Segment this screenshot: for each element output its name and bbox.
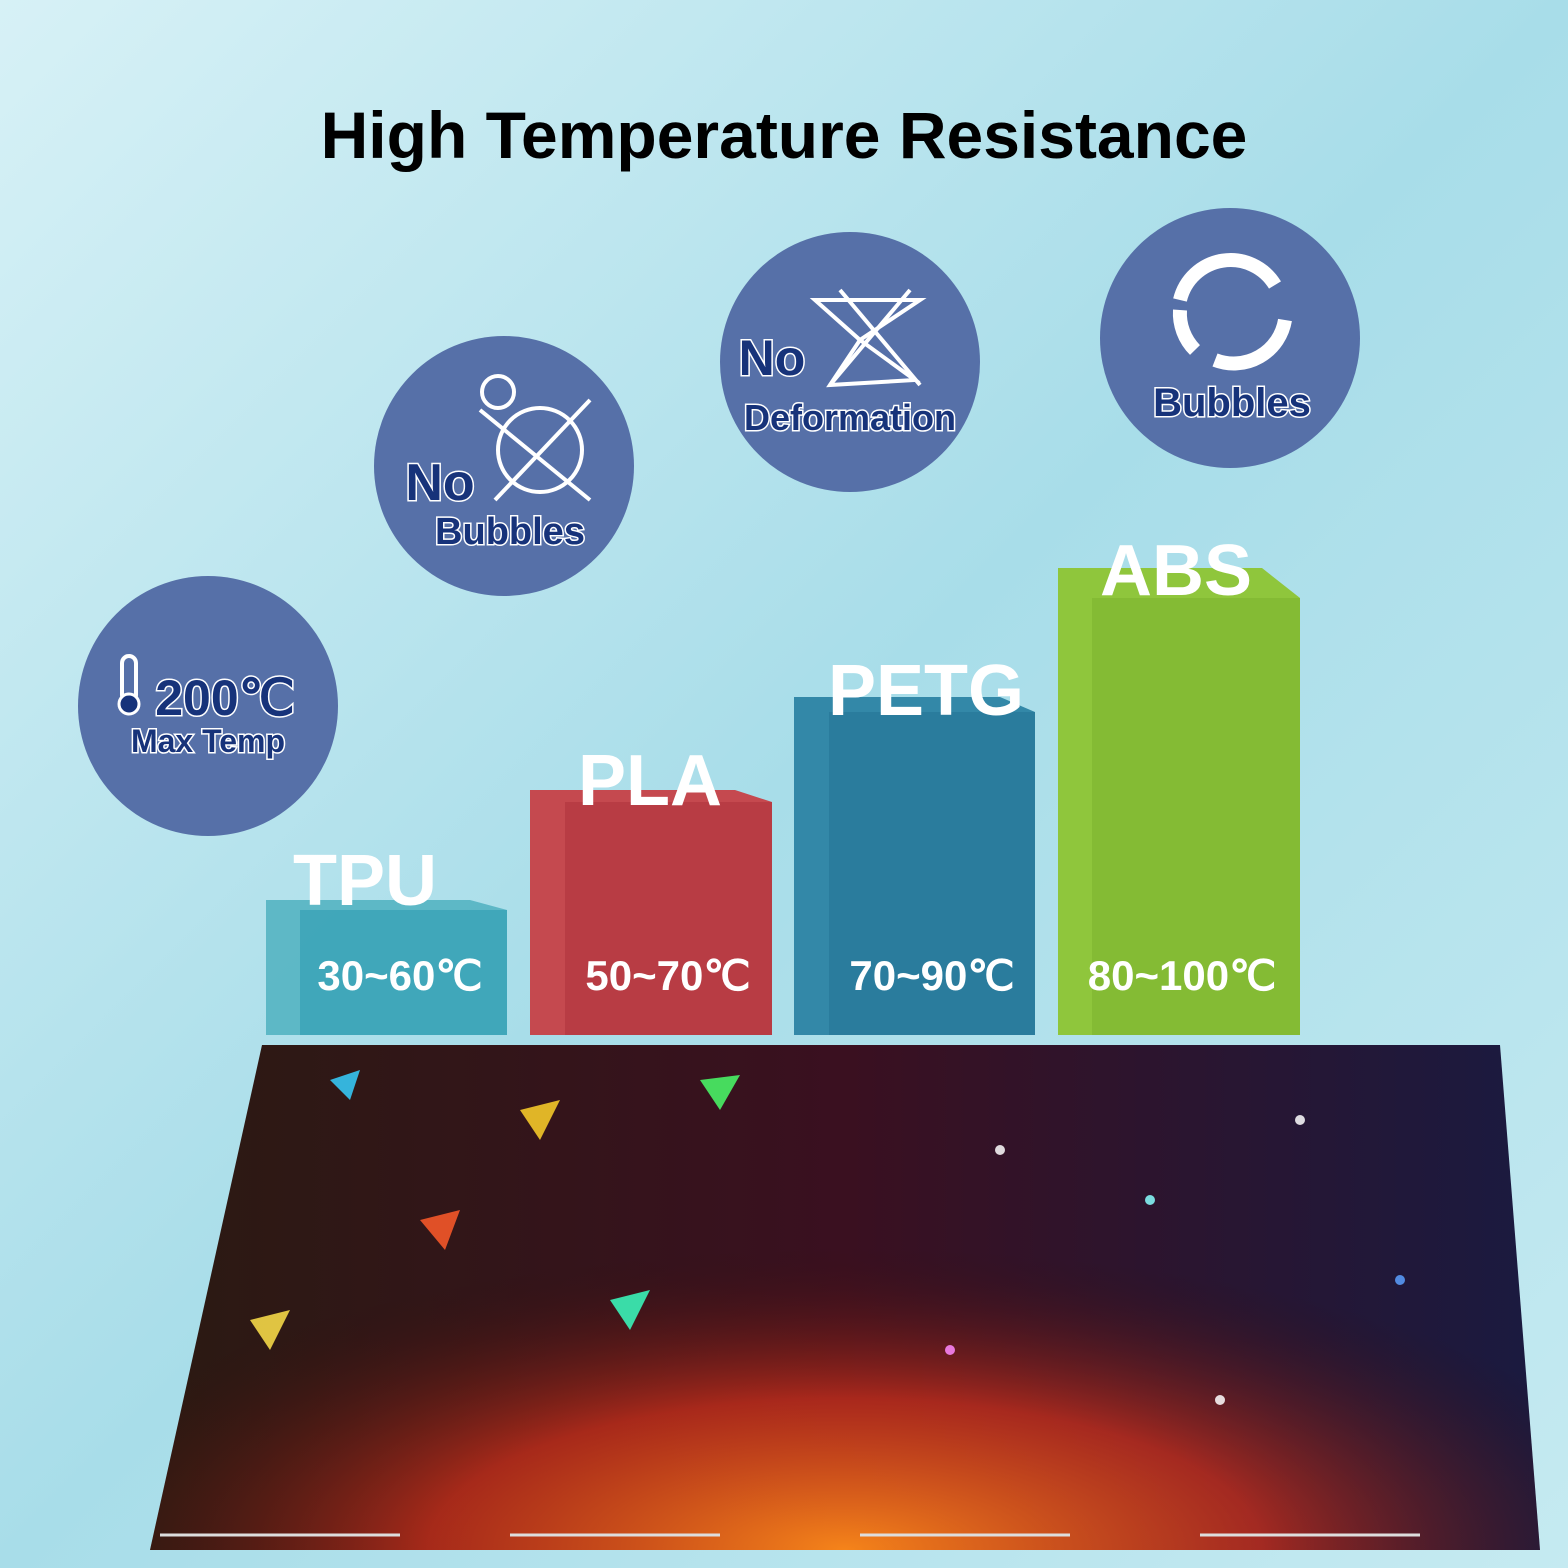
bar-tpu: TPU 30~60℃	[266, 841, 507, 1035]
badge-line: No	[405, 454, 474, 512]
badge: No Deformation	[720, 232, 980, 492]
material-range: 80~100℃	[1088, 952, 1277, 999]
material-name: ABS	[1100, 531, 1252, 611]
badge: 200℃ Max Temp	[78, 576, 338, 836]
bar-abs: ABS 80~100℃	[1058, 531, 1300, 1035]
title: High Temperature Resistance	[321, 98, 1248, 172]
badge-line: Bubbles	[435, 511, 585, 553]
badge-line: Bubbles	[1153, 381, 1311, 425]
material-range: 50~70℃	[585, 952, 750, 999]
build-plate	[150, 1045, 1540, 1550]
badge-line: 200℃	[155, 670, 295, 726]
material-name: TPU	[293, 841, 437, 921]
material-range: 70~90℃	[849, 952, 1014, 999]
material-name: PETG	[828, 651, 1024, 731]
material-name: PLA	[578, 741, 722, 821]
badge-line: Max Temp	[131, 723, 285, 759]
material-range: 30~60℃	[317, 952, 482, 999]
badge: No Bubbles	[374, 336, 634, 596]
badge-line: Deformation	[744, 397, 956, 438]
badge-line: No	[739, 330, 806, 386]
badge: Bubbles	[1100, 208, 1360, 468]
bar-pla: PLA 50~70℃	[530, 741, 772, 1035]
bar-petg: PETG 70~90℃	[794, 651, 1035, 1035]
